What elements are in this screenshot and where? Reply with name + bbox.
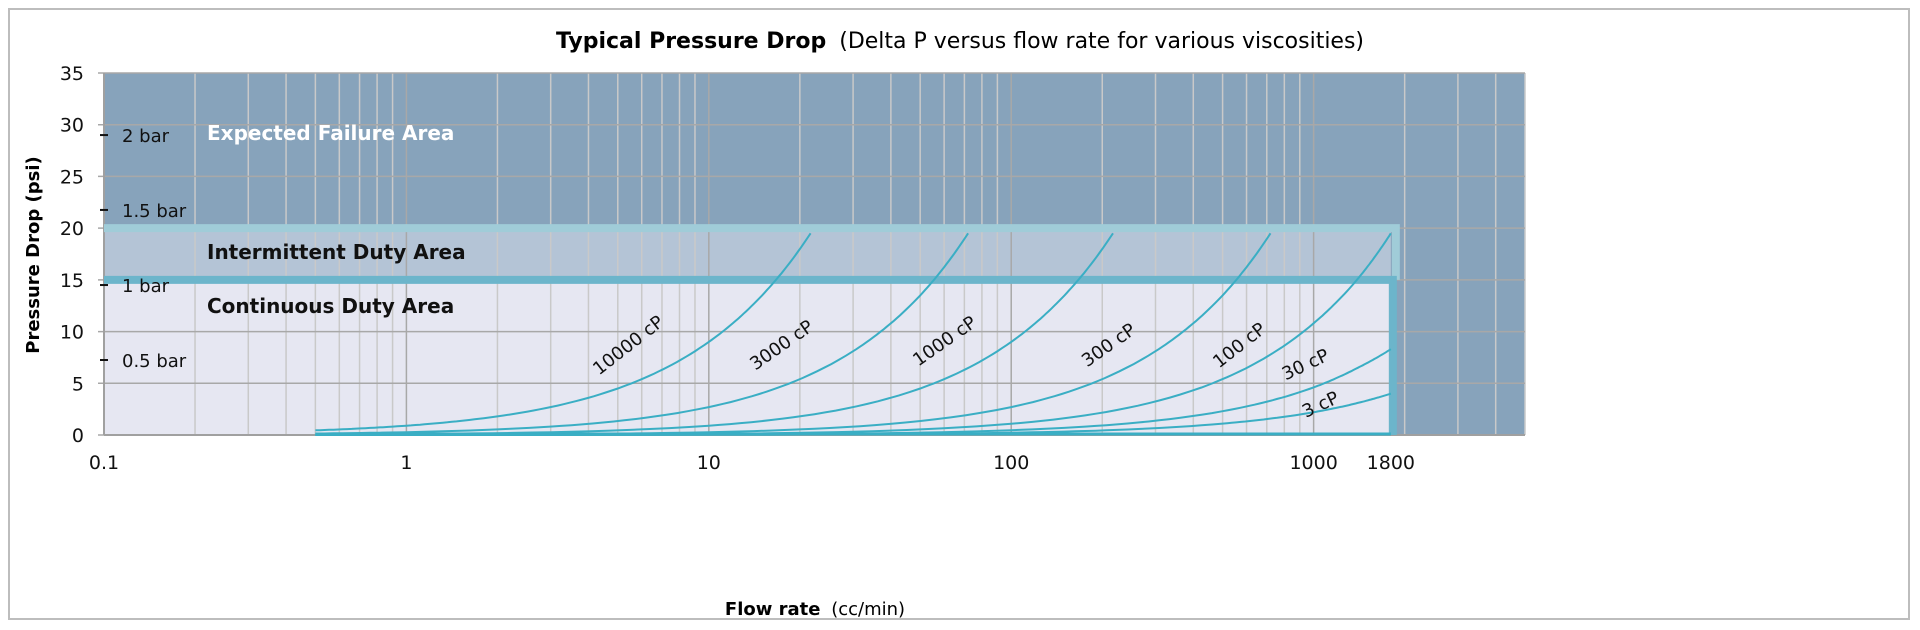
y-tick-label: 5 bbox=[72, 373, 84, 395]
x-tick-label: 1800 bbox=[1367, 452, 1415, 474]
bar-tick-label: 1.5 bar bbox=[122, 201, 187, 222]
y-tick-label: 30 bbox=[60, 115, 84, 137]
continuous-area-label: Continuous Duty Area bbox=[207, 294, 454, 318]
x-tick-label: 1000 bbox=[1289, 452, 1337, 474]
viscosity-curve-3000cp bbox=[315, 232, 969, 435]
viscosity-curve-10000cp bbox=[315, 232, 812, 432]
viscosity-curve-30cp bbox=[315, 348, 1392, 436]
viscosity-curve-1000cp bbox=[315, 232, 1114, 436]
failure-area-label: Expected Failure Area bbox=[207, 121, 454, 145]
y-tick-label: 10 bbox=[60, 322, 84, 344]
continuous-duty-area bbox=[104, 279, 1391, 435]
y-tick-label: 20 bbox=[60, 218, 84, 240]
bar-tick-label: 2 bar bbox=[122, 126, 170, 147]
continuous-duty-border bbox=[104, 275, 1397, 435]
chart-frame bbox=[8, 8, 1910, 620]
y-tick-label: 15 bbox=[60, 270, 84, 292]
x-tick-label: 10 bbox=[697, 452, 721, 474]
x-tick-label: 100 bbox=[993, 452, 1029, 474]
x-axis-label-text: Flow rate bbox=[725, 599, 821, 620]
intermittent-area-label: Intermittent Duty Area bbox=[207, 240, 466, 264]
y-tick-label: 0 bbox=[72, 425, 84, 447]
intermittent-duty-area bbox=[104, 228, 1391, 280]
viscosity-curve-3cp bbox=[315, 392, 1392, 436]
y-tick-label: 35 bbox=[60, 63, 84, 85]
x-axis-unit: (cc/min) bbox=[831, 599, 905, 620]
bar-tick-label: 1 bar bbox=[122, 276, 170, 297]
bar-tick-label: 0.5 bar bbox=[122, 351, 187, 372]
chart-subtitle: (Delta P versus flow rate for various vi… bbox=[839, 29, 1364, 54]
x-axis-label: Flow rate (cc/min) bbox=[725, 599, 905, 620]
x-tick-label: 1 bbox=[400, 452, 412, 474]
chart-title: Typical Pressure Drop (Delta P versus fl… bbox=[556, 29, 1364, 54]
y-tick-label: 25 bbox=[60, 166, 84, 188]
intermittent-duty-border bbox=[104, 224, 1400, 280]
viscosity-curve-100cp bbox=[315, 232, 1392, 436]
x-tick-label: 0.1 bbox=[89, 452, 119, 474]
viscosity-curve-300cp bbox=[315, 232, 1272, 436]
chart-title-main: Typical Pressure Drop bbox=[556, 29, 826, 54]
y-axis-label: Pressure Drop (psi) bbox=[23, 156, 44, 353]
